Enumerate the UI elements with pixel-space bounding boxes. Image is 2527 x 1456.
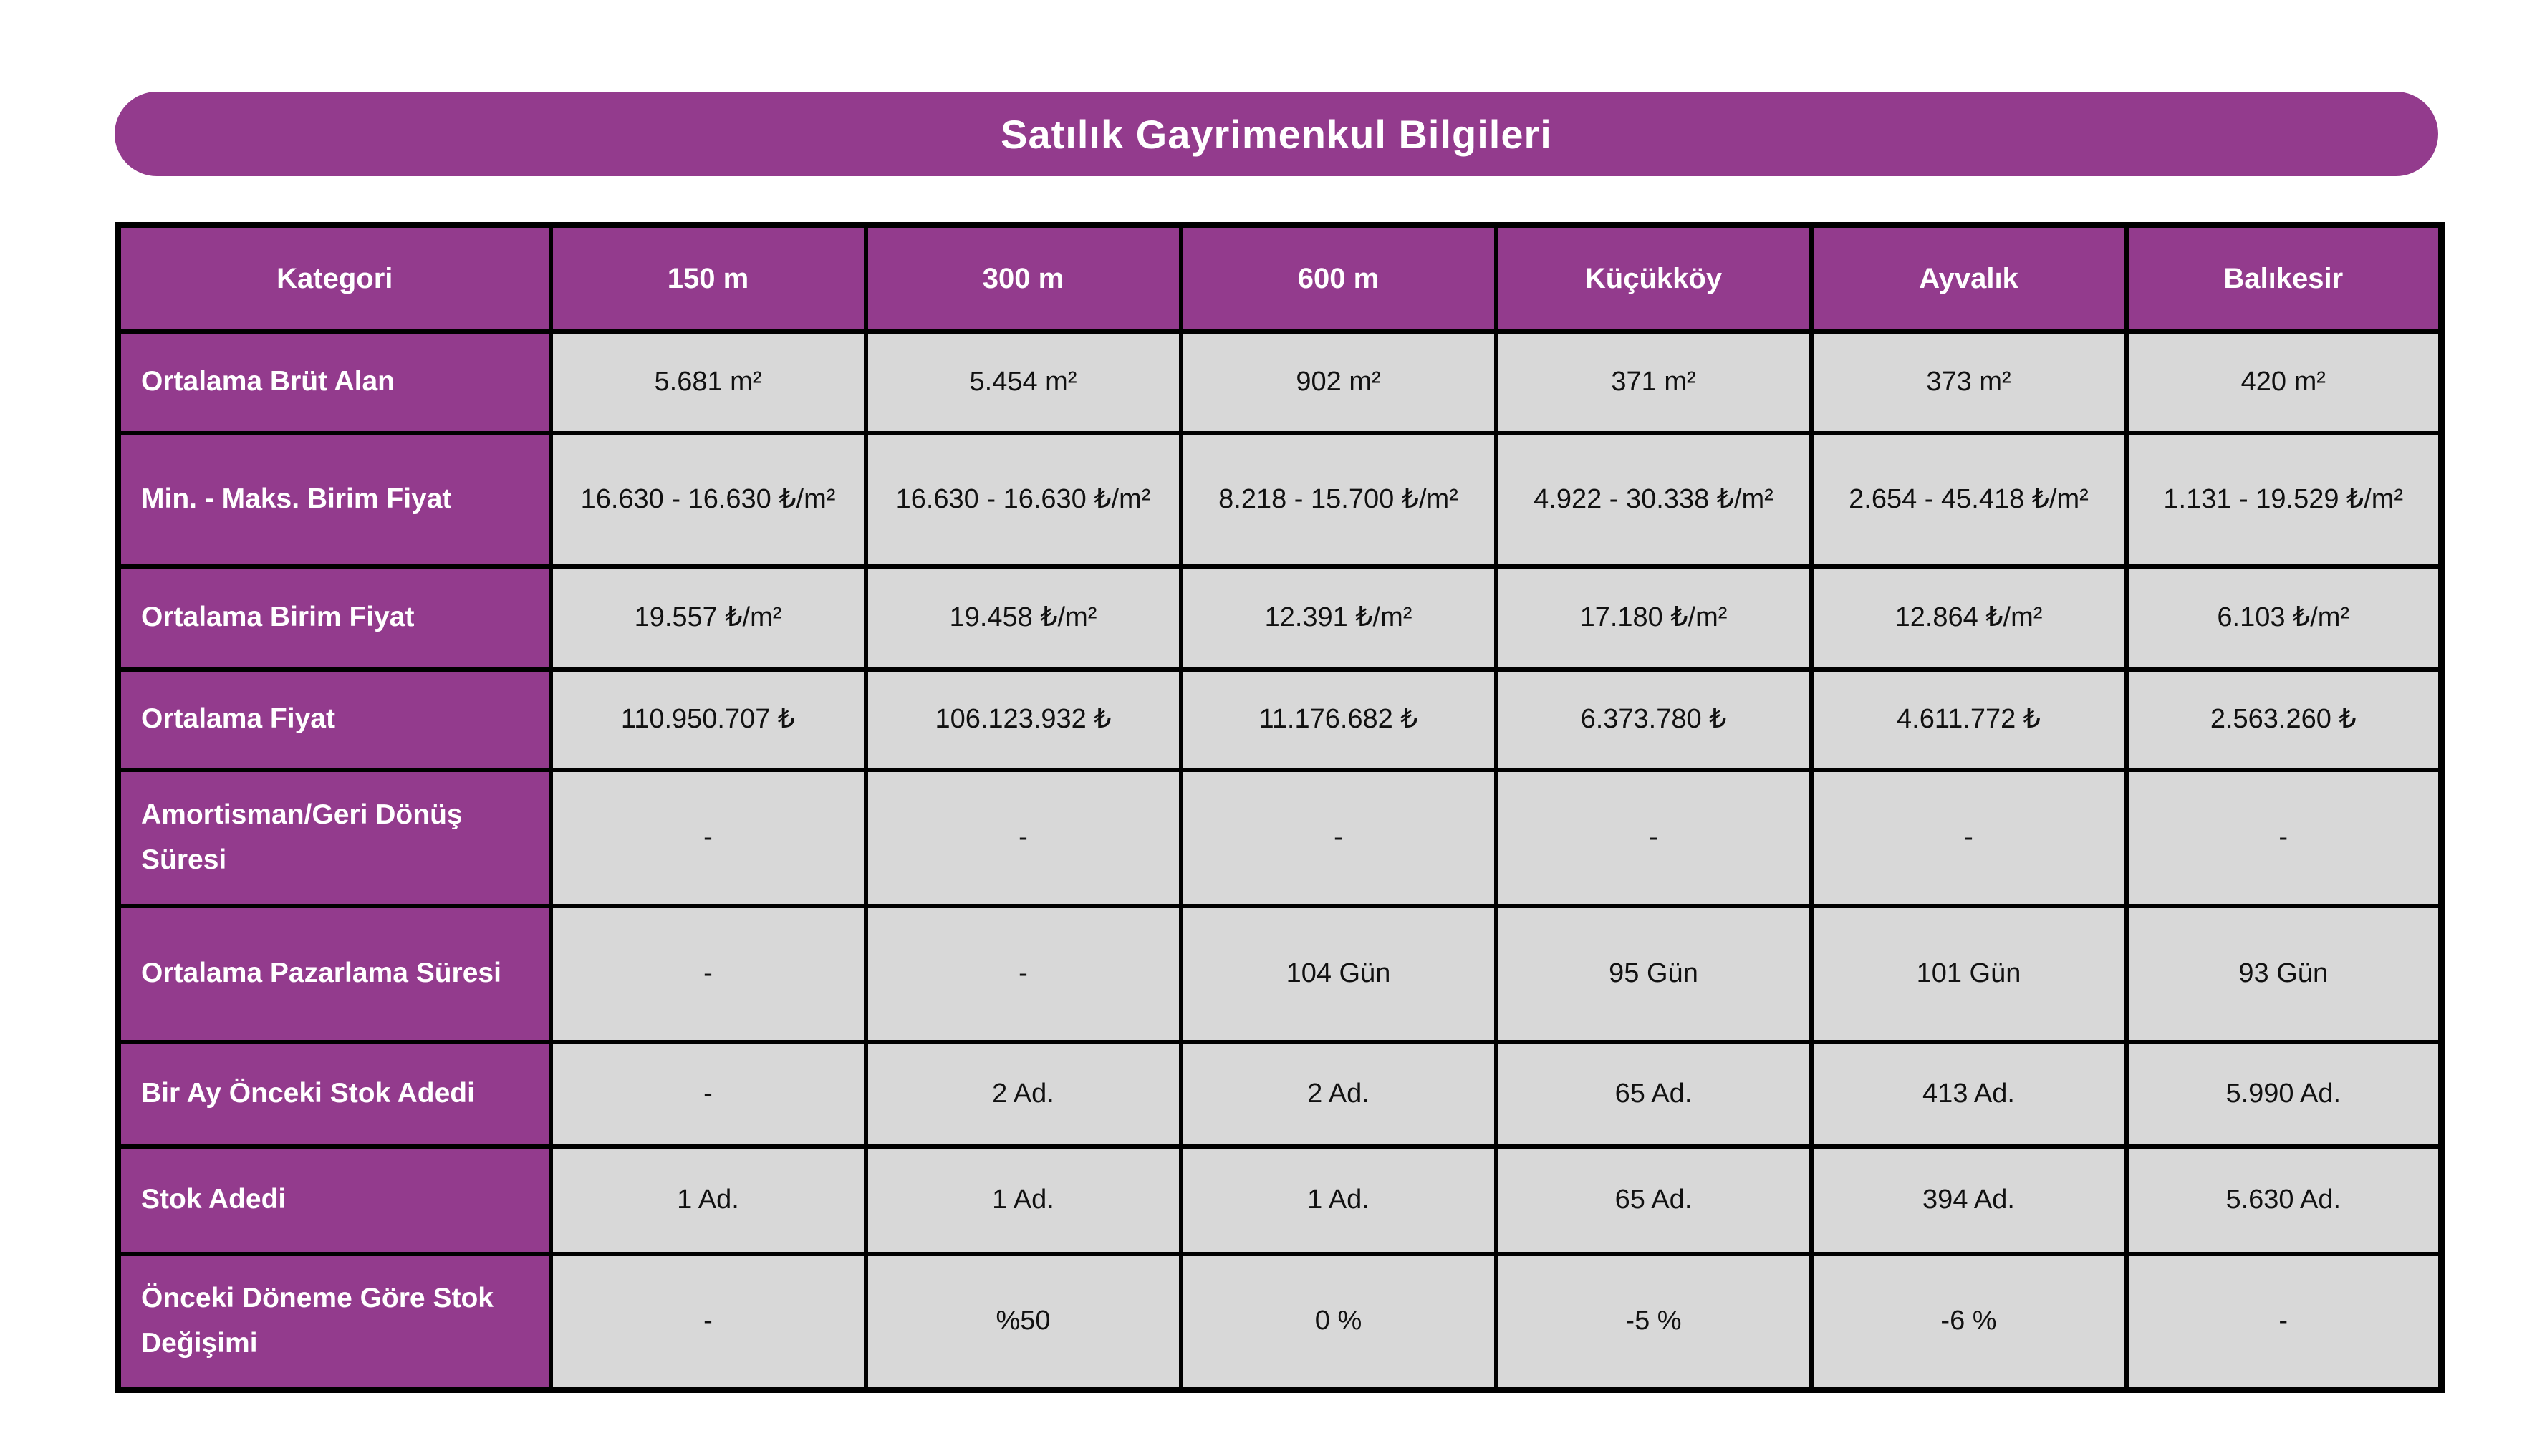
value-cell: - (548, 903, 868, 1044)
value-cell: 12.864 ₺/m² (1809, 564, 2129, 672)
table-row: Ortalama Pazarlama Süresi - -104 Gün 95 Gün… (115, 903, 2444, 1044)
value-cell: 4.922 - 30.338 ₺/m² (1493, 430, 1814, 569)
value-cell: 2.654 - 45.418 ₺/m² (1809, 430, 2129, 569)
title-bar: Satılık Gayrimenkul Bilgileri (115, 92, 2438, 176)
value-cell: - (2124, 1251, 2444, 1392)
column-header: 150 m (548, 223, 868, 334)
value-cell: 413 Ad. (1809, 1039, 2129, 1149)
value-cell: - (548, 1251, 868, 1392)
column-header: 300 m (863, 223, 1183, 334)
column-header: Ayvalık (1809, 223, 2129, 334)
value-cell: 4.611.772 ₺ (1809, 667, 2129, 772)
table-row: Amortisman/Geri Dönüş Süresi - - - - - - (115, 767, 2444, 908)
value-cell: - (1178, 767, 1498, 908)
table-row: Ortalama Birim Fiyat 19.557 ₺/m² 19.458 ₺/… (115, 564, 2444, 672)
value-cell: 65 Ad. (1493, 1039, 1814, 1149)
value-cell: - (1809, 767, 2129, 908)
value-cell: 902 m² (1178, 329, 1498, 435)
value-cell: 1 Ad. (863, 1144, 1183, 1256)
table-row: Stok Adedi 1 Ad. 1 Ad. 1 Ad. 65 Ad. 394 Ad. 5.… (115, 1144, 2444, 1256)
value-cell: 2 Ad. (1178, 1039, 1498, 1149)
row-label: Bir Ay Önceki Stok Adedi (115, 1039, 553, 1149)
value-cell: 6.373.780 ₺ (1493, 667, 1814, 772)
value-cell: 394 Ad. (1809, 1144, 2129, 1256)
value-cell: - (863, 903, 1183, 1044)
value-cell: 106.123.932 ₺ (863, 667, 1183, 772)
value-cell: 2 Ad. (863, 1039, 1183, 1149)
value-cell: 11.176.682 ₺ (1178, 667, 1498, 772)
value-cell: 65 Ad. (1493, 1144, 1814, 1256)
value-cell: 110.950.707 ₺ (548, 667, 868, 772)
table-row: Önceki Döneme Göre Stok Değişimi - %50 0 % -… (115, 1251, 2444, 1392)
value-cell: 373 m² (1809, 329, 2129, 435)
value-cell: 420 m² (2124, 329, 2444, 435)
row-label: Amortisman/Geri Dönüş Süresi (115, 767, 553, 908)
value-cell: 16.630 - 16.630 ₺/m² (863, 430, 1183, 569)
row-label: Ortalama Pazarlama Süresi (115, 903, 553, 1044)
page-title: Satılık Gayrimenkul Bilgileri (1001, 111, 1552, 157)
value-cell: - (1493, 767, 1814, 908)
table-row: Min. - Maks. Birim Fiyat 16.630 - 16.630 … (115, 430, 2444, 569)
column-header: Küçükköy (1493, 223, 1814, 334)
value-cell: 1 Ad. (548, 1144, 868, 1256)
value-cell: 371 m² (1493, 329, 1814, 435)
header-row: Kategori 150 m 300 m 600 m Küçükköy Ayvalık Ba… (115, 223, 2444, 334)
value-cell: -5 % (1493, 1251, 1814, 1392)
column-header-category: Kategori (115, 223, 553, 334)
row-label: Önceki Döneme Göre Stok Değişimi (115, 1251, 553, 1392)
value-cell: 17.180 ₺/m² (1493, 564, 1814, 672)
value-cell: 5.990 Ad. (2124, 1039, 2444, 1149)
value-cell: 1 Ad. (1178, 1144, 1498, 1256)
value-cell: 16.630 - 16.630 ₺/m² (548, 430, 868, 569)
value-cell: 8.218 - 15.700 ₺/m² (1178, 430, 1498, 569)
table-body: Ortalama Brüt Alan 5.681 m² 5.454 m² 902 m²… (115, 329, 2444, 1392)
value-cell: 19.557 ₺/m² (548, 564, 868, 672)
value-cell: 1.131 - 19.529 ₺/m² (2124, 430, 2444, 569)
value-cell: 5.681 m² (548, 329, 868, 435)
value-cell: 12.391 ₺/m² (1178, 564, 1498, 672)
value-cell: 6.103 ₺/m² (2124, 564, 2444, 672)
value-cell: 5.454 m² (863, 329, 1183, 435)
row-label: Min. - Maks. Birim Fiyat (115, 430, 553, 569)
table-row: Ortalama Brüt Alan 5.681 m² 5.454 m² 902 m²… (115, 329, 2444, 435)
row-label: Stok Adedi (115, 1144, 553, 1256)
value-cell: - (863, 767, 1183, 908)
value-cell: %50 (863, 1251, 1183, 1392)
row-label: Ortalama Brüt Alan (115, 329, 553, 435)
value-cell: - (548, 1039, 868, 1149)
value-cell: 0 % (1178, 1251, 1498, 1392)
value-cell: - (2124, 767, 2444, 908)
column-header: Balıkesir (2124, 223, 2444, 334)
value-cell: -6 % (1809, 1251, 2129, 1392)
table-row: Bir Ay Önceki Stok Adedi -2 Ad. 2 Ad. 65 Ad… (115, 1039, 2444, 1149)
value-cell: 19.458 ₺/m² (863, 564, 1183, 672)
value-cell: 93 Gün (2124, 903, 2444, 1044)
value-cell: 95 Gün (1493, 903, 1814, 1044)
column-header: 600 m (1178, 223, 1498, 334)
table-row: Ortalama Fiyat 110.950.707 ₺ 106.123.932 ₺… (115, 667, 2444, 772)
row-label: Ortalama Fiyat (115, 667, 553, 772)
value-cell: 5.630 Ad. (2124, 1144, 2444, 1256)
value-cell: - (548, 767, 868, 908)
row-label: Ortalama Birim Fiyat (115, 564, 553, 672)
value-cell: 2.563.260 ₺ (2124, 667, 2444, 772)
value-cell: 104 Gün (1178, 903, 1498, 1044)
property-table: Kategori 150 m 300 m 600 m Küçükköy Ayvalık Ba… (115, 222, 2445, 1393)
value-cell: 101 Gün (1809, 903, 2129, 1044)
